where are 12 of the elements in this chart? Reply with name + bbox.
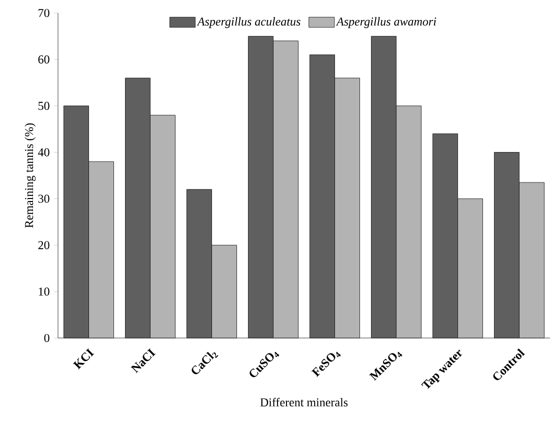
y-tick-label: 40 bbox=[38, 148, 50, 156]
y-tick-label: 0 bbox=[44, 334, 50, 342]
y-tick-label: 20 bbox=[38, 241, 50, 250]
x-axis-title: Different minerals bbox=[260, 398, 348, 406]
y-tick-label: 50 bbox=[38, 102, 50, 110]
y-tick-label: 70 bbox=[38, 8, 50, 18]
legend-label: Aspergillus awamori bbox=[336, 17, 436, 28]
y-tick-label: 30 bbox=[38, 194, 50, 203]
legend-label: Aspergillus aculeatus bbox=[196, 17, 300, 28]
y-tick-label: 60 bbox=[38, 55, 50, 64]
y-tick-label: 10 bbox=[38, 288, 50, 296]
y-axis-title: Remaining tannis (%) bbox=[24, 123, 36, 228]
